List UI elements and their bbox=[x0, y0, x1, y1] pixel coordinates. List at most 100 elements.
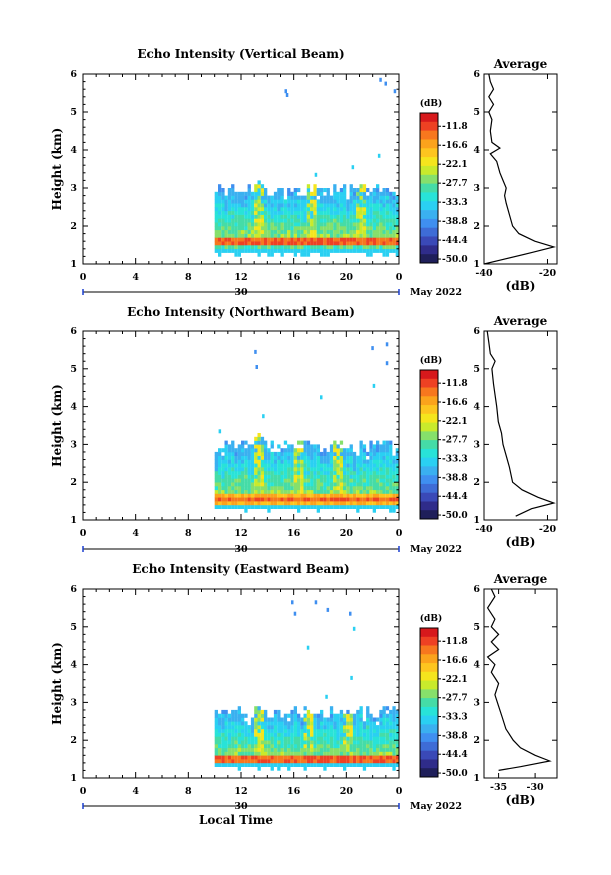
heatmap-cell bbox=[369, 747, 373, 752]
heatmap-cell bbox=[300, 229, 304, 234]
heatmap-cell bbox=[323, 451, 327, 456]
heatmap-cell bbox=[231, 440, 235, 445]
heatmap-cell bbox=[221, 717, 225, 722]
heatmap-cell bbox=[270, 759, 274, 764]
heatmap-cell bbox=[379, 222, 383, 227]
heatmap-cell bbox=[264, 747, 268, 752]
heatmap-cell bbox=[362, 725, 367, 730]
heatmap-cell bbox=[389, 736, 393, 741]
heatmap-cell bbox=[376, 493, 380, 498]
heatmap-cell bbox=[254, 241, 258, 246]
heatmap-cell bbox=[372, 463, 376, 468]
heatmap-cell bbox=[244, 751, 248, 756]
heatmap-cell bbox=[372, 721, 376, 726]
heatmap-cell bbox=[306, 755, 311, 760]
heatmap-cell bbox=[346, 459, 350, 464]
heatmap-cell bbox=[310, 759, 314, 764]
heatmap-cell bbox=[320, 747, 324, 752]
heatmap-cell bbox=[260, 229, 265, 234]
heatmap-cell bbox=[395, 717, 399, 722]
heatmap-cell bbox=[277, 214, 281, 219]
average-title: Average bbox=[493, 314, 548, 328]
heatmap-cell bbox=[221, 482, 225, 487]
heatmap-cell bbox=[231, 755, 235, 760]
heatmap-cell bbox=[356, 218, 360, 223]
heatmap-cell bbox=[221, 191, 225, 196]
heatmap-cell bbox=[270, 444, 274, 449]
heatmap-cell bbox=[254, 755, 258, 760]
heatmap-cell bbox=[349, 237, 353, 242]
colorbar-label: -38.8 bbox=[442, 731, 468, 741]
heatmap-cell bbox=[369, 728, 373, 733]
heatmap-cell bbox=[277, 188, 281, 193]
heatmap-cell bbox=[262, 414, 265, 419]
heatmap-cell bbox=[283, 226, 288, 231]
heatmap-cell bbox=[273, 467, 278, 472]
heatmap-cell bbox=[234, 721, 238, 726]
heatmap-cell bbox=[234, 451, 238, 456]
colorbar-swatch bbox=[420, 706, 438, 717]
heatmap-cell bbox=[376, 245, 380, 250]
heatmap-cell bbox=[300, 226, 304, 231]
heatmap-cell bbox=[293, 241, 297, 246]
heatmap-cell bbox=[379, 233, 383, 238]
heatmap-cell bbox=[310, 195, 314, 200]
heatmap-cell bbox=[293, 210, 297, 215]
heatmap-cell bbox=[237, 706, 241, 711]
heatmap-cell bbox=[323, 732, 327, 737]
heatmap-cell bbox=[306, 497, 311, 502]
heatmap-cell bbox=[300, 759, 304, 764]
heatmap-cell bbox=[392, 736, 396, 741]
heatmap-cell bbox=[379, 474, 383, 479]
heatmap-cell bbox=[221, 736, 225, 741]
heatmap-cell bbox=[250, 486, 255, 491]
heatmap-cell bbox=[257, 248, 261, 253]
heatmap-cell bbox=[382, 226, 386, 231]
heatmap-cell bbox=[356, 721, 360, 726]
heatmap-cell bbox=[250, 195, 255, 200]
heatmap-cell bbox=[218, 747, 222, 752]
heatmap-cell bbox=[376, 501, 380, 506]
heatmap-cell bbox=[376, 459, 380, 464]
heatmap-cell bbox=[257, 744, 261, 749]
heatmap-cell bbox=[320, 199, 324, 204]
heatmap-cell bbox=[280, 210, 284, 215]
heatmap-cell bbox=[316, 463, 320, 468]
heatmap-cell bbox=[359, 463, 363, 468]
heatmap-cell bbox=[260, 474, 265, 479]
heatmap-cell bbox=[382, 709, 386, 714]
heatmap-cell bbox=[231, 474, 235, 479]
heatmap-cell bbox=[277, 229, 281, 234]
heatmap-cell bbox=[214, 497, 218, 502]
heatmap-cell bbox=[273, 470, 278, 475]
heatmap-cell bbox=[379, 444, 383, 449]
heatmap-cell bbox=[227, 207, 232, 212]
heatmap-cell bbox=[389, 459, 393, 464]
heatmap-cell bbox=[277, 482, 281, 487]
heatmap-cell bbox=[333, 448, 337, 453]
heatmap-cell bbox=[260, 184, 265, 189]
heatmap-cell bbox=[320, 233, 324, 238]
heatmap-cell bbox=[356, 241, 360, 246]
heatmap-cell bbox=[346, 207, 350, 212]
heatmap-cell bbox=[369, 459, 373, 464]
heatmap-cell bbox=[254, 210, 258, 215]
heatmap-cell bbox=[323, 744, 327, 749]
heatmap-cell bbox=[287, 747, 291, 752]
heatmap-cell bbox=[336, 451, 340, 456]
heatmap-cell bbox=[290, 467, 294, 472]
heatmap-cell bbox=[300, 470, 304, 475]
heatmap-cell bbox=[227, 444, 232, 449]
heatmap-cell bbox=[260, 713, 265, 718]
heatmap-cell bbox=[241, 497, 245, 502]
heatmap-cell bbox=[323, 463, 327, 468]
heatmap-cell bbox=[231, 245, 235, 250]
heatmap-cell bbox=[339, 229, 344, 234]
colorbar-label: -33.3 bbox=[442, 198, 468, 208]
heatmap-cell bbox=[395, 203, 399, 208]
heatmap-cell bbox=[231, 233, 235, 238]
heatmap-cell bbox=[254, 740, 258, 745]
heatmap-cell bbox=[306, 444, 311, 449]
heatmap-cell bbox=[234, 233, 238, 238]
heatmap-cell bbox=[326, 199, 330, 204]
